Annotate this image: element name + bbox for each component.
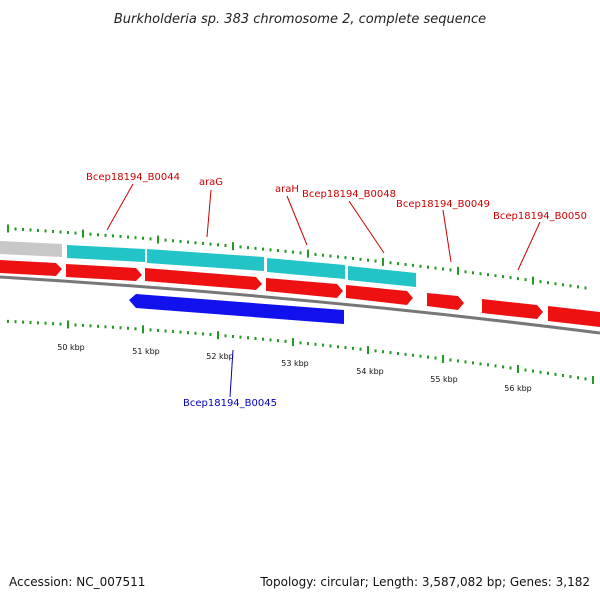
label-leader-line: [348, 200, 385, 254]
gene-arrow-reverse[interactable]: [129, 294, 344, 324]
label-leader-line: [286, 195, 308, 246]
label-leader-line: [517, 221, 541, 271]
gene-arrow-forward[interactable]: [266, 278, 343, 298]
gene-arrow-forward[interactable]: [427, 293, 464, 310]
label-leader-line: [106, 183, 134, 231]
feature-block: [147, 249, 264, 271]
ruler-tick-label: 53 kbp: [281, 359, 309, 368]
ruler-tick-label: 50 kbp: [57, 343, 85, 352]
gene-arrow-forward[interactable]: [66, 264, 142, 281]
ruler-tick-label: 56 kbp: [504, 384, 532, 393]
feature-track: [0, 241, 416, 287]
backbone-arc: [0, 275, 600, 335]
gene-arrow-forward[interactable]: [548, 306, 600, 327]
label-leader-line: [229, 349, 234, 398]
feature-block: [267, 258, 345, 279]
gene-label[interactable]: Bcep18194_B0049: [396, 199, 490, 210]
forward-gene-track: [0, 260, 600, 327]
reverse-gene-track: [129, 294, 344, 324]
ruler-tick-label: 55 kbp: [430, 375, 458, 384]
gene-label[interactable]: Bcep18194_B0045: [183, 398, 277, 409]
gene-label[interactable]: Bcep18194_B0050: [493, 211, 587, 222]
gene-label[interactable]: araH: [275, 184, 299, 195]
sequence-summary: Topology: circular; Length: 3,587,082 bp…: [259, 575, 590, 589]
accession-text: Accession: NC_007511: [9, 575, 145, 589]
label-leader-line: [206, 189, 212, 238]
gene-label[interactable]: Bcep18194_B0048: [302, 189, 396, 200]
outer-tick-track: [7, 224, 587, 290]
ruler-tick-label: 51 kbp: [132, 347, 160, 356]
feature-block: [348, 266, 416, 287]
forward-gene-labels: Bcep18194_B0044 araG araH Bcep18194_B004…: [86, 172, 587, 271]
feature-block-grey: [0, 241, 62, 257]
ruler-tick-label: 54 kbp: [356, 367, 384, 376]
ruler-labels: 50 kbp 51 kbp 52 kbp 53 kbp 54 kbp 55 kb…: [57, 343, 532, 393]
gene-label[interactable]: Bcep18194_B0044: [86, 172, 180, 183]
feature-block: [67, 245, 145, 262]
ruler-tick-label: 52 kbp: [206, 352, 234, 361]
gene-arrow-forward[interactable]: [482, 299, 543, 319]
gene-label[interactable]: araG: [199, 177, 223, 188]
gene-arrow-forward[interactable]: [145, 268, 262, 290]
map-title: Burkholderia sp. 383 chromosome 2, compl…: [114, 12, 486, 27]
inner-tick-track: [7, 319, 594, 385]
gene-arrow-forward[interactable]: [0, 260, 62, 276]
reverse-gene-labels: Bcep18194_B0045: [183, 349, 277, 409]
gene-arrow-forward[interactable]: [346, 285, 413, 305]
label-leader-line: [442, 209, 452, 263]
